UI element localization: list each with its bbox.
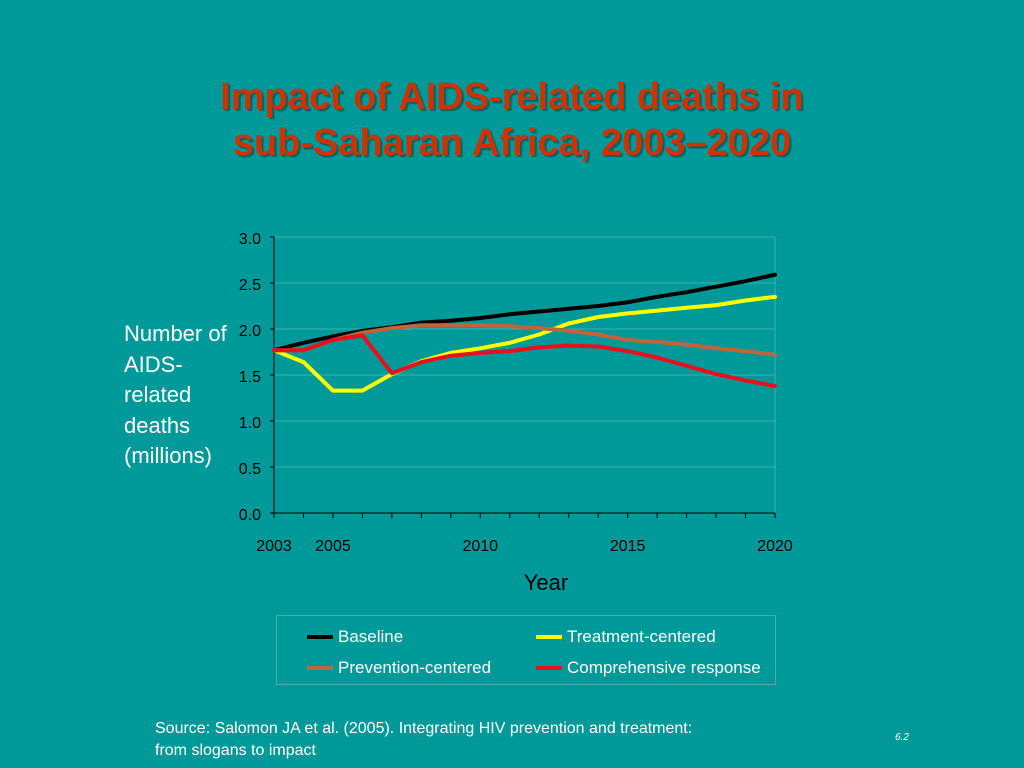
x-tick-label: 2005 — [315, 538, 351, 555]
chart-legend: Baseline Treatment-centered Prevention-c… — [276, 615, 776, 685]
legend-label-prevention-centered: Prevention-centered — [338, 658, 492, 677]
slide-number: 6.2 — [895, 732, 909, 743]
legend-swatch-baseline — [307, 635, 333, 639]
source-citation: Source: Salomon JA et al. (2005). Integr… — [155, 718, 855, 762]
source-line-1: Source: Salomon JA et al. (2005). Integr… — [155, 720, 693, 737]
series-line-treatment-centered — [272, 294, 777, 393]
y-tick-label: 2.5 — [239, 277, 261, 294]
x-axis-label: Year — [523, 570, 569, 595]
y-tick-label: 3.0 — [239, 231, 261, 248]
title-line-2: sub-Saharan Africa, 2003–2020 — [232, 122, 792, 164]
axes — [270, 236, 776, 518]
legend-item-prevention-centered: Prevention-centered — [307, 658, 491, 678]
series-lines — [272, 272, 777, 393]
y-tick-label: 1.5 — [239, 369, 261, 386]
x-tick-label: 2003 — [256, 538, 292, 555]
gridlines — [274, 236, 776, 513]
legend-swatch-treatment-centered — [536, 635, 562, 639]
tick-labels: 0.0 0.5 1.0 1.5 2.0 2.5 3.0 2003 2005 2010 2015 202… — [239, 231, 793, 555]
series-line-baseline — [272, 272, 777, 353]
y-tick-label: 0.5 — [239, 461, 261, 478]
title-line-1: Impact of AIDS-related deaths in — [220, 76, 804, 118]
x-tick-label: 2020 — [757, 538, 793, 555]
legend-label-treatment-centered: Treatment-centered — [567, 627, 716, 646]
legend-label-comprehensive-response: Comprehensive response — [567, 658, 761, 677]
legend-item-comprehensive-response: Comprehensive response — [536, 658, 761, 678]
legend-item-treatment-centered: Treatment-centered — [536, 627, 716, 647]
legend-label-baseline: Baseline — [338, 627, 404, 646]
legend-item-baseline: Baseline — [307, 627, 403, 647]
legend-swatch-prevention-centered — [307, 666, 333, 670]
y-tick-label: 2.0 — [239, 323, 261, 340]
y-tick-label: 0.0 — [239, 507, 261, 524]
x-tick-label: 2010 — [462, 538, 498, 555]
series-line-prevention-centered — [272, 323, 777, 357]
y-axis-label: Number of AIDS-related deaths (millions) — [124, 321, 227, 468]
source-line-2: from slogans to impact — [155, 742, 316, 759]
series-line-comprehensive-response — [272, 333, 777, 388]
legend-swatch-comprehensive-response — [536, 666, 562, 670]
y-tick-label: 1.0 — [239, 415, 261, 432]
slide-title: Impact of AIDS-related deaths in sub-Sah… — [0, 74, 1024, 166]
x-tick-label: 2015 — [610, 538, 646, 555]
